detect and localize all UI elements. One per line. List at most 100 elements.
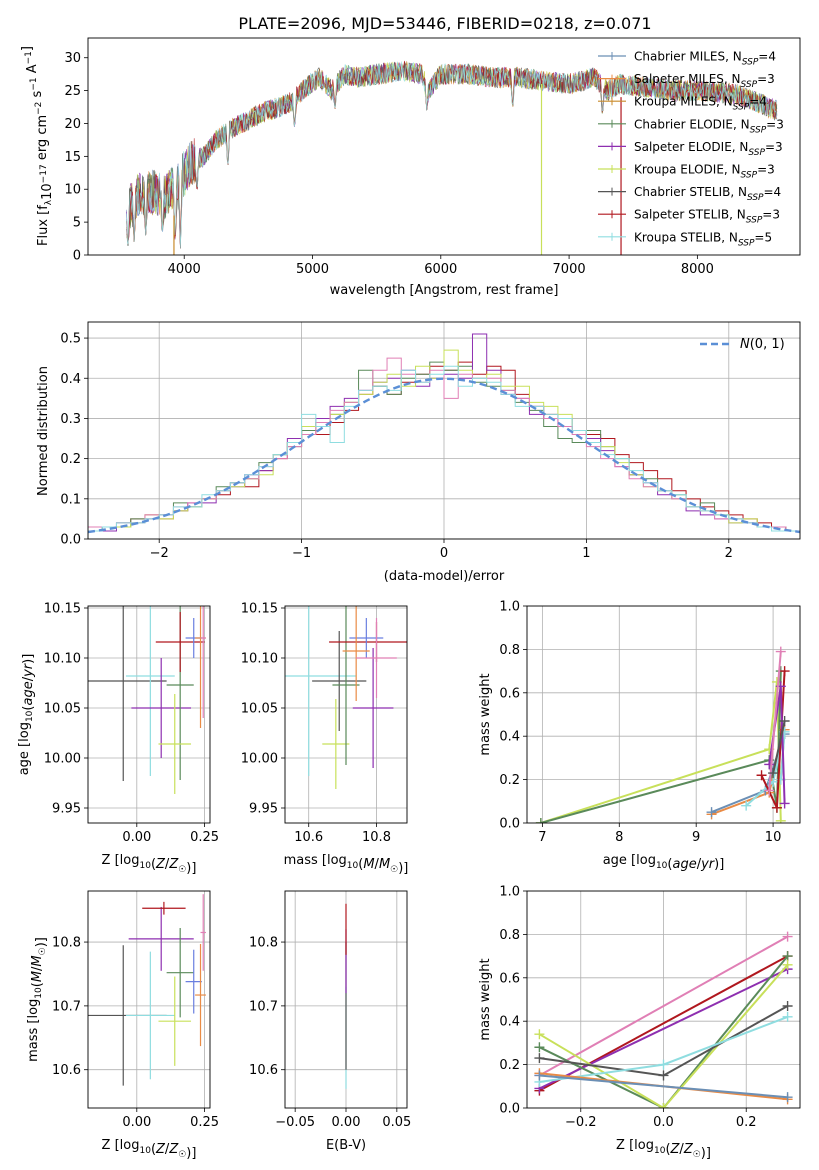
x-tick-label: 0.2 [736, 1115, 757, 1130]
x-axis-label: age [log10(age/yr)] [603, 853, 725, 872]
legend-label-tail: =4 [758, 50, 776, 64]
legend-item: Chabrier ELODIE, NSSP=3 [598, 117, 784, 135]
label-part: −17 [39, 164, 49, 183]
plot-area [285, 891, 407, 1108]
weight-marker [782, 931, 793, 942]
axes-frame [87, 605, 211, 824]
axes-frame [284, 890, 408, 1109]
label-part: yr [21, 662, 36, 678]
weight-marker [534, 1070, 545, 1081]
legend-label: Kroupa STELIB, NSSP=5 [634, 230, 772, 248]
errorbar-point [195, 943, 206, 1047]
label-part: )] [21, 654, 36, 664]
legend-item: Salpeter ELODIE, NSSP=3 [598, 140, 783, 158]
label-part: ( [30, 982, 45, 987]
x-tick-label: 10.8 [362, 830, 391, 845]
y-tick-label: 10.05 [241, 702, 278, 717]
x-tick-label: −0.05 [275, 1115, 315, 1130]
weight-marker [782, 959, 793, 970]
label-part: mass [log [284, 853, 347, 868]
legend-label: Chabrier STELIB, NSSP=4 [634, 185, 781, 203]
spectrum-line [126, 61, 778, 249]
label-part: ( [358, 857, 363, 872]
x-tick-label: 0.00 [332, 1115, 361, 1130]
weight-marker [779, 716, 790, 727]
normal-curve [88, 377, 800, 534]
y-tick-label: 10.10 [241, 652, 278, 667]
label-part: Z [log [102, 1138, 140, 1153]
x-tick-label: 4000 [168, 262, 201, 277]
y-axis-label: Normed distribution [36, 366, 51, 496]
axes-frame [87, 890, 211, 1109]
x-tick-label: 7000 [553, 262, 586, 277]
plot-area [527, 606, 800, 823]
errorbar-point [142, 901, 186, 915]
weight-line [538, 935, 789, 1077]
errorbar-point [166, 928, 194, 1018]
y-tick-label: 10.10 [44, 652, 81, 667]
weight-marker [771, 802, 782, 813]
weight-marker [534, 1053, 545, 1064]
label-part: ] [20, 46, 35, 51]
legend-label-tail: =4 [749, 95, 767, 109]
errorbar-point [88, 606, 167, 781]
errorbar-point [285, 606, 357, 776]
x-tick-label: 8000 [681, 262, 714, 277]
legend-label-main: Chabrier ELODIE, N [634, 117, 750, 131]
label-part: )] [34, 937, 49, 947]
legend-label-sub: SSP [741, 80, 758, 90]
y-tick-label: 10.05 [44, 702, 81, 717]
legend-item: Kroupa STELIB, NSSP=5 [598, 230, 772, 248]
legend-label: Salpeter ELODIE, NSSP=3 [634, 140, 783, 158]
legend: Chabrier MILES, NSSP=4 Salpeter MILES, NS… [598, 50, 784, 248]
weight-marker [782, 1001, 793, 1012]
weight-marker [756, 770, 767, 781]
label-part: s [30, 90, 45, 101]
x-tick-label: 1 [582, 546, 590, 561]
axes-frame [526, 605, 801, 824]
legend-item: Chabrier STELIB, NSSP=4 [598, 185, 781, 203]
weight-marker [782, 1011, 793, 1022]
plot-area [527, 891, 800, 1108]
label-part: / [697, 857, 702, 872]
axes-frame [87, 37, 801, 256]
y-axis-label: mass [log10(M/M☉)] [26, 937, 49, 1062]
y-tick-label: 30 [64, 51, 81, 66]
label-part: −1 [29, 77, 39, 90]
label-part: )] [186, 861, 196, 876]
y-tick-label: 0.3 [60, 412, 81, 427]
weight-marker [535, 818, 546, 823]
y-tick-label: 10.6 [249, 1063, 278, 1078]
plot-area [126, 60, 778, 255]
weight-marker [775, 815, 786, 823]
legend-item: Chabrier MILES, NSSP=4 [598, 50, 776, 68]
weight-line [539, 1074, 788, 1099]
panel-residuals: −2 −1 0 1 2 0.0 0.1 0.2 0.3 0.4 0.5 (data-model)/er… [36, 321, 801, 584]
y-tick-label: 0.2 [499, 773, 520, 788]
errorbar-point [349, 618, 384, 658]
weight-marker [764, 759, 775, 770]
legend-label-args: (0, 1) [750, 337, 785, 352]
label-part: 10 [40, 183, 55, 200]
y-tick-label: 9.95 [249, 802, 278, 817]
errorbar-point [128, 906, 194, 971]
x-tick-label: 7 [538, 830, 546, 845]
label-part: ( [151, 1142, 156, 1157]
y-tick-label: 0.5 [60, 332, 81, 347]
x-tick-label: 0.0 [653, 1115, 674, 1130]
x-tick-label: 2 [725, 546, 733, 561]
y-tick-label: 0.0 [60, 533, 81, 548]
x-tick-label: 6000 [424, 262, 457, 277]
label-part: Z [155, 857, 166, 872]
label-part: Z [683, 1142, 694, 1157]
label-part: ( [151, 857, 156, 872]
x-tick-label: 9 [692, 830, 700, 845]
legend-label-main: Salpeter STELIB, N [634, 208, 746, 222]
weight-marker [741, 800, 752, 811]
legend-item: Salpeter MILES, NSSP=3 [598, 72, 775, 90]
errorbar-point [155, 612, 205, 672]
label-part: ( [665, 1142, 670, 1157]
legend-label: Kroupa ELODIE, NSSP=3 [634, 163, 775, 181]
label-part: ( [21, 706, 36, 711]
